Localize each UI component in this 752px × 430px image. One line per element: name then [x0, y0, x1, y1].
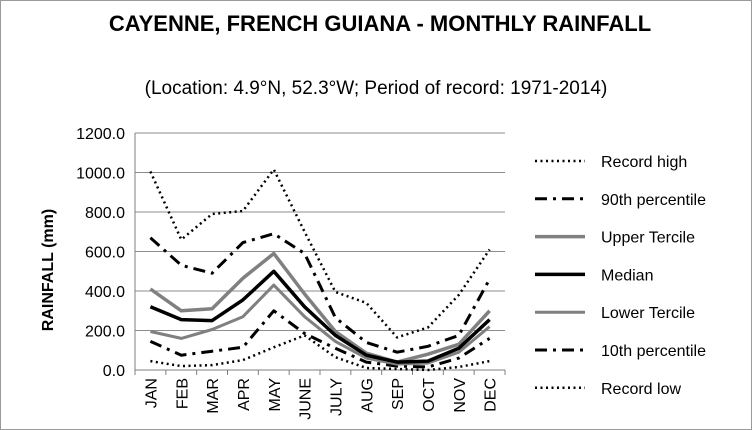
y-axis-label: RAINFALL (mm)	[40, 209, 57, 331]
legend-label: Upper Tercile	[601, 230, 695, 247]
y-tick-label: 200.0	[85, 324, 125, 341]
x-tick-label: JULY	[328, 378, 345, 416]
x-tick-label: DEC	[483, 378, 500, 412]
grid-lines	[135, 132, 505, 331]
series-line-upper-tercile	[149, 251, 491, 364]
legend-label: 90th percentile	[601, 192, 706, 209]
x-tick-label: NOV	[452, 378, 469, 413]
legend-label: Lower Tercile	[601, 305, 695, 322]
series-line-lower-tercile	[150, 283, 491, 366]
chart-title: CAYENNE, FRENCH GUIANA - MONTHLY RAINFAL…	[108, 11, 652, 36]
chart-subtitle: (Location: 4.9°N, 52.3°W; Period of reco…	[144, 78, 608, 99]
series-line-90th-percentile	[149, 232, 491, 354]
y-tick-label: 400.0	[85, 284, 125, 301]
legend-label: 10th percentile	[601, 343, 706, 360]
x-tick-label: JUNE	[298, 378, 315, 420]
x-tick-label: AUG	[359, 378, 376, 413]
series-line-median	[149, 269, 491, 364]
x-tick-label: OCT	[421, 378, 438, 412]
x-tick-label: FEB	[174, 378, 191, 409]
y-tick-label: 1200.0	[76, 126, 125, 143]
y-tick-label: 1000.0	[76, 166, 125, 183]
series-line-10th-percentile	[149, 309, 491, 369]
x-tick-label: SEP	[390, 378, 407, 410]
series-lines	[149, 168, 491, 372]
x-tick-label: MAR	[205, 378, 222, 414]
legend-label: Median	[601, 267, 653, 284]
x-tick-label: APR	[236, 378, 253, 411]
y-tick-label: 600.0	[85, 245, 125, 262]
x-tick-label: JAN	[143, 378, 160, 408]
y-tick-label: 0.0	[103, 363, 125, 380]
legend-label: Record low	[601, 381, 681, 398]
x-tick-label: MAY	[267, 378, 284, 412]
y-tick-label: 800.0	[85, 205, 125, 222]
series-line-record-low	[150, 334, 490, 372]
axes: 0.0 200.0 400.0 600.0 800.0 1000.0 1200.0 JAN FE…	[76, 126, 506, 420]
legend-label: Record high	[601, 154, 687, 171]
legend: Record high 90th percentile Upper Tercile M…	[535, 154, 706, 398]
